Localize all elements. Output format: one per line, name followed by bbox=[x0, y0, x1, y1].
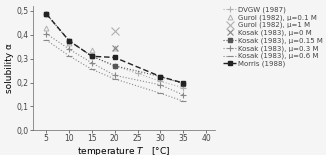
Kosak (1983), μ=0.3 M bbox=[113, 74, 117, 76]
Line: Kosak (1983), μ=0.15 M: Kosak (1983), μ=0.15 M bbox=[44, 12, 185, 86]
Morris (1988) bbox=[113, 57, 117, 58]
Gurol (1982), μ=0.1 M bbox=[90, 49, 94, 51]
Kosak (1983), μ=0.15 M bbox=[158, 76, 162, 78]
DVGW (1987) bbox=[158, 80, 162, 82]
Kosak (1983), μ=0.6 M bbox=[181, 100, 185, 102]
Morris (1988) bbox=[181, 82, 185, 84]
Kosak (1983), μ=0.6 M bbox=[67, 55, 71, 57]
Gurol (1982), μ=0.1 M bbox=[44, 27, 48, 29]
Line: Kosak (1983), μ=0.6 M: Kosak (1983), μ=0.6 M bbox=[43, 37, 186, 104]
Kosak (1983), μ=0.3 M bbox=[158, 84, 162, 86]
Kosak (1983), μ=0.6 M bbox=[90, 69, 94, 70]
Kosak (1983), μ=0.6 M bbox=[158, 92, 162, 94]
DVGW (1987) bbox=[67, 40, 71, 42]
DVGW (1987) bbox=[136, 73, 140, 74]
DVGW (1987) bbox=[181, 87, 185, 89]
Y-axis label: solubility α: solubility α bbox=[5, 43, 14, 93]
Line: Kosak (1983), μ=0.3 M: Kosak (1983), μ=0.3 M bbox=[43, 31, 186, 98]
Morris (1988) bbox=[44, 13, 48, 15]
Kosak (1983), μ=0.15 M bbox=[181, 83, 185, 85]
Kosak (1983), μ=0.15 M bbox=[44, 13, 48, 15]
Kosak (1983), μ=0.15 M bbox=[67, 40, 71, 42]
Morris (1988) bbox=[158, 76, 162, 78]
Morris (1988) bbox=[90, 55, 94, 57]
Kosak (1983), μ=0.3 M bbox=[181, 94, 185, 96]
Kosak (1983), μ=0.15 M bbox=[113, 65, 117, 67]
DVGW (1987) bbox=[113, 65, 117, 67]
Kosak (1983), μ=0.6 M bbox=[113, 78, 117, 80]
DVGW (1987) bbox=[90, 55, 94, 57]
Kosak (1983), μ=0.3 M bbox=[90, 62, 94, 64]
Legend: DVGW (1987), Gurol (1982), μ=0.1 M, Gurol (1982), μ=1 M, Kosak (1983), μ=0 M, Ko: DVGW (1987), Gurol (1982), μ=0.1 M, Guro… bbox=[221, 4, 326, 70]
Morris (1988) bbox=[67, 40, 71, 42]
Gurol (1982), μ=0.1 M bbox=[67, 42, 71, 44]
Kosak (1983), μ=0.15 M bbox=[90, 55, 94, 57]
Line: Morris (1988): Morris (1988) bbox=[44, 12, 185, 85]
Line: DVGW (1987): DVGW (1987) bbox=[43, 11, 186, 91]
DVGW (1987) bbox=[44, 13, 48, 15]
Line: Gurol (1982), μ=0.1 M: Gurol (1982), μ=0.1 M bbox=[44, 25, 117, 53]
Kosak (1983), μ=0.3 M bbox=[44, 33, 48, 35]
X-axis label: temperature $T$  [°C]: temperature $T$ [°C] bbox=[77, 145, 170, 155]
Kosak (1983), μ=0.3 M bbox=[67, 48, 71, 50]
Kosak (1983), μ=0.6 M bbox=[44, 39, 48, 41]
Gurol (1982), μ=0.1 M bbox=[113, 47, 117, 49]
